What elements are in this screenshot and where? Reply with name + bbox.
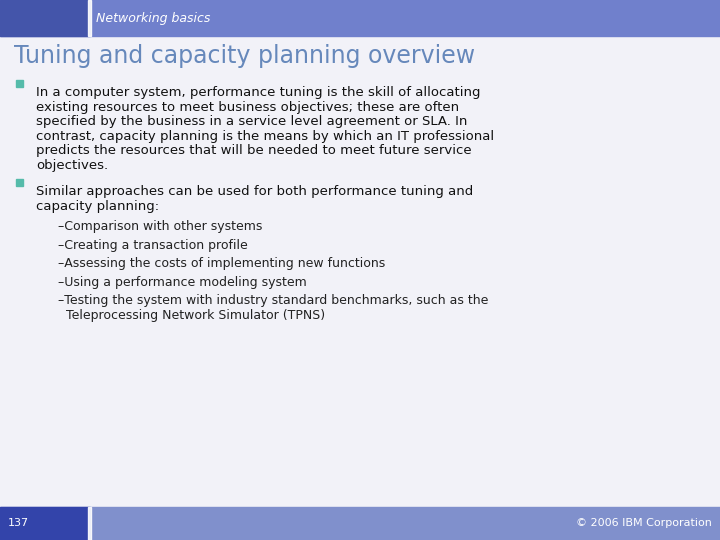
Text: objectives.: objectives. — [36, 159, 108, 172]
Bar — [0, 507, 90, 540]
Text: contrast, capacity planning is the means by which an IT professional: contrast, capacity planning is the means… — [36, 130, 494, 143]
Bar — [0, 0, 720, 36]
Text: –Assessing the costs of implementing new functions: –Assessing the costs of implementing new… — [58, 257, 385, 270]
Bar — [16, 80, 23, 87]
Bar — [0, 507, 720, 540]
Bar — [0, 0, 90, 36]
Text: –Comparison with other systems: –Comparison with other systems — [58, 220, 262, 233]
Text: Teleprocessing Network Simulator (TPNS): Teleprocessing Network Simulator (TPNS) — [58, 309, 325, 322]
Text: © 2006 IBM Corporation: © 2006 IBM Corporation — [576, 518, 712, 528]
Text: Similar approaches can be used for both performance tuning and: Similar approaches can be used for both … — [36, 185, 473, 198]
Text: capacity planning:: capacity planning: — [36, 200, 159, 213]
Text: Networking basics: Networking basics — [96, 11, 210, 25]
Text: In a computer system, performance tuning is the skill of allocating: In a computer system, performance tuning… — [36, 86, 480, 99]
Text: –Testing the system with industry standard benchmarks, such as the: –Testing the system with industry standa… — [58, 294, 488, 307]
Bar — [88, 507, 91, 540]
Text: –Creating a transaction profile: –Creating a transaction profile — [58, 239, 248, 252]
Text: 137: 137 — [8, 518, 29, 528]
Text: Tuning and capacity planning overview: Tuning and capacity planning overview — [14, 44, 475, 68]
Bar — [16, 179, 23, 186]
Text: –Using a performance modeling system: –Using a performance modeling system — [58, 276, 307, 289]
Text: predicts the resources that will be needed to meet future service: predicts the resources that will be need… — [36, 144, 472, 157]
Bar — [0, 36, 720, 507]
Text: existing resources to meet business objectives; these are often: existing resources to meet business obje… — [36, 100, 459, 114]
Text: specified by the business in a service level agreement or SLA. In: specified by the business in a service l… — [36, 115, 467, 128]
Bar — [88, 0, 91, 36]
